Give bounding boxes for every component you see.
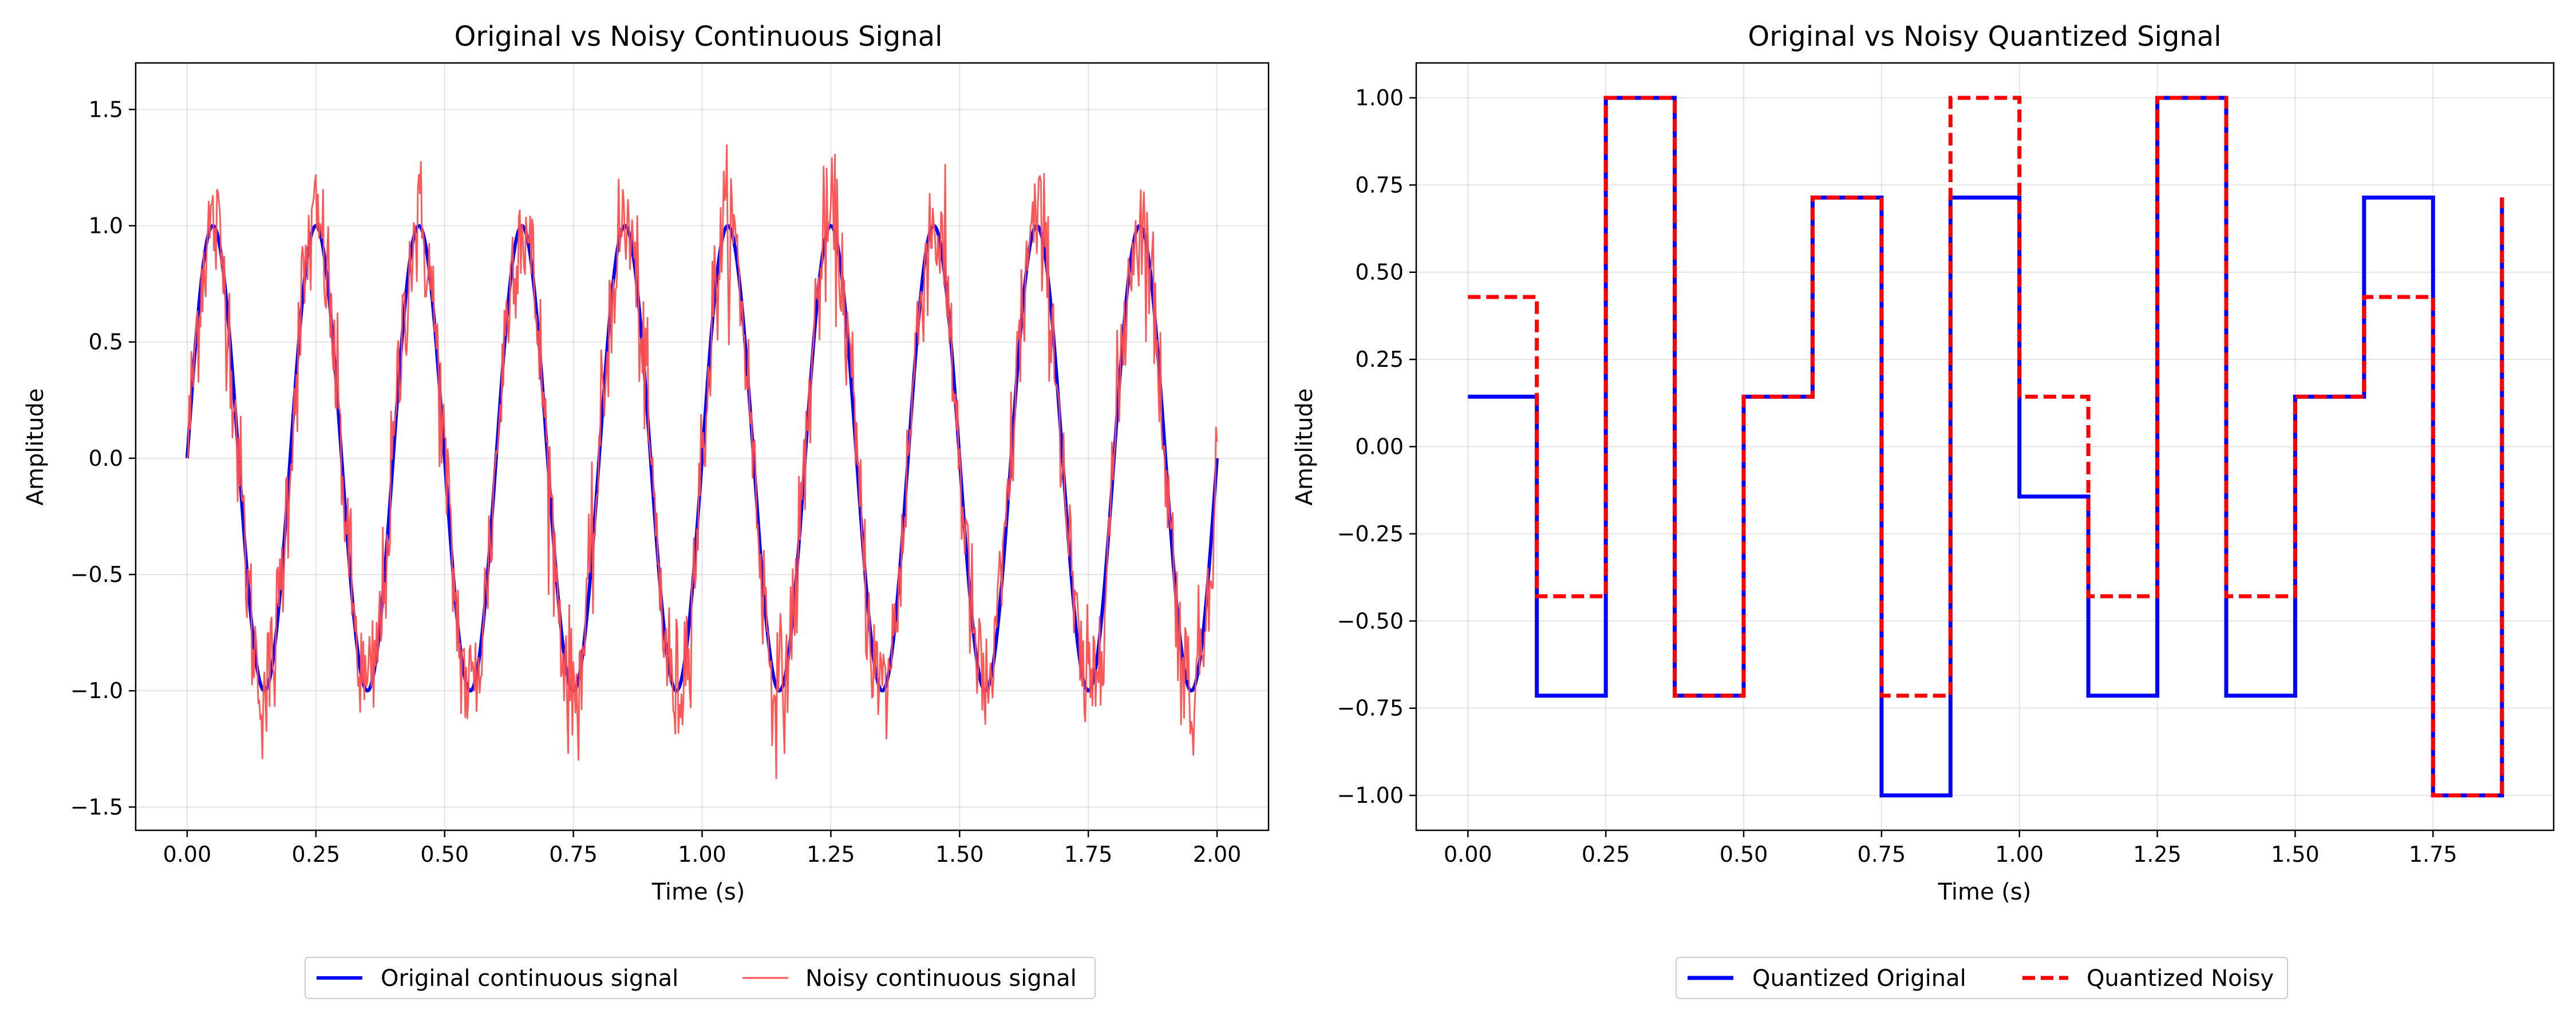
y-tick-label: −1.5 bbox=[70, 794, 123, 819]
y-tick-label: 0.75 bbox=[1355, 172, 1404, 197]
x-tick-label: 1.50 bbox=[2271, 842, 2320, 867]
legend-label-quantized-original: Quantized Original bbox=[1752, 965, 1966, 992]
y-tick-label: 0.00 bbox=[1355, 434, 1404, 459]
y-tick-label: −0.5 bbox=[70, 562, 123, 587]
y-tick-label: 0.50 bbox=[1355, 260, 1404, 285]
x-tick-label: 1.00 bbox=[678, 842, 726, 867]
y-tick-label: 1.00 bbox=[1355, 85, 1404, 110]
series-step-quantized-original bbox=[1468, 96, 2504, 798]
y-axis-label: Amplitude bbox=[1291, 389, 1318, 506]
y-tick-label: 0.25 bbox=[1355, 347, 1404, 372]
x-tick-label: 1.75 bbox=[1064, 842, 1113, 867]
chart-title: Original vs Noisy Quantized Signal bbox=[1748, 21, 2221, 53]
chart-title: Original vs Noisy Continuous Signal bbox=[455, 21, 943, 53]
y-tick-label: −0.75 bbox=[1337, 696, 1404, 721]
y-axis-ticks: −1.00 −0.75 −0.50 −0.25 0.00 0.25 0.50 0.75 1.00 bbox=[1337, 85, 1416, 808]
x-tick-label: 0.50 bbox=[1720, 842, 1768, 867]
x-tick-label: 0.00 bbox=[1444, 842, 1492, 867]
y-tick-label: 1.0 bbox=[89, 213, 123, 238]
x-tick-label: 0.75 bbox=[1858, 842, 1906, 867]
legend: Original continuous signal Noisy continu… bbox=[305, 957, 1096, 999]
x-axis-label: Time (s) bbox=[651, 879, 745, 905]
x-axis-ticks: 0.00 0.25 0.50 0.75 1.00 1.25 1.50 1.75 2.00 bbox=[163, 830, 1242, 867]
x-tick-label: 1.25 bbox=[807, 842, 855, 867]
x-tick-label: 1.50 bbox=[935, 842, 984, 867]
x-tick-label: 1.00 bbox=[1995, 842, 2044, 867]
legend-box bbox=[305, 957, 1096, 999]
y-axis-label: Amplitude bbox=[22, 389, 49, 506]
y-tick-label: −1.00 bbox=[1337, 783, 1404, 808]
series-group bbox=[1468, 96, 2504, 798]
quantized-signal-chart: Original vs Noisy Quantized Signal Time … bbox=[1291, 21, 2555, 999]
x-tick-label: 1.25 bbox=[2133, 842, 2182, 867]
continuous-signal-chart: Original vs Noisy Continuous Signal Time… bbox=[22, 21, 1270, 999]
x-axis-label: Time (s) bbox=[1938, 879, 2032, 905]
x-tick-label: 2.00 bbox=[1193, 842, 1242, 867]
y-tick-label: 0.5 bbox=[89, 330, 123, 355]
y-tick-label: 0.0 bbox=[89, 446, 123, 471]
x-tick-label: 0.50 bbox=[420, 842, 469, 867]
legend-label-original: Original continuous signal bbox=[381, 965, 678, 992]
x-tick-label: 0.25 bbox=[1582, 842, 1630, 867]
y-tick-label: −0.50 bbox=[1337, 608, 1404, 633]
series-group bbox=[185, 144, 1219, 779]
x-tick-label: 1.75 bbox=[2409, 842, 2458, 867]
series-line-original bbox=[185, 224, 1219, 693]
x-axis-ticks: 0.00 0.25 0.50 0.75 1.00 1.25 1.50 1.75 bbox=[1444, 830, 2458, 867]
series-line-noisy bbox=[186, 144, 1218, 779]
x-tick-label: 0.75 bbox=[549, 842, 598, 867]
legend-label-quantized-noisy: Quantized Noisy bbox=[2087, 965, 2274, 992]
y-axis-ticks: −1.5 −1.0 −0.5 0.0 0.5 1.0 1.5 bbox=[70, 97, 136, 819]
y-tick-label: 1.5 bbox=[89, 97, 123, 122]
legend-label-noisy: Noisy continuous signal bbox=[805, 965, 1077, 992]
legend: Quantized Original Quantized Noisy bbox=[1676, 957, 2288, 999]
y-tick-label: −1.0 bbox=[70, 678, 123, 703]
series-step-quantized-noisy bbox=[1468, 96, 2504, 798]
legend-box bbox=[1676, 957, 2288, 999]
x-tick-label: 0.25 bbox=[292, 842, 341, 867]
x-tick-label: 0.00 bbox=[163, 842, 212, 867]
y-tick-label: −0.25 bbox=[1337, 521, 1404, 546]
